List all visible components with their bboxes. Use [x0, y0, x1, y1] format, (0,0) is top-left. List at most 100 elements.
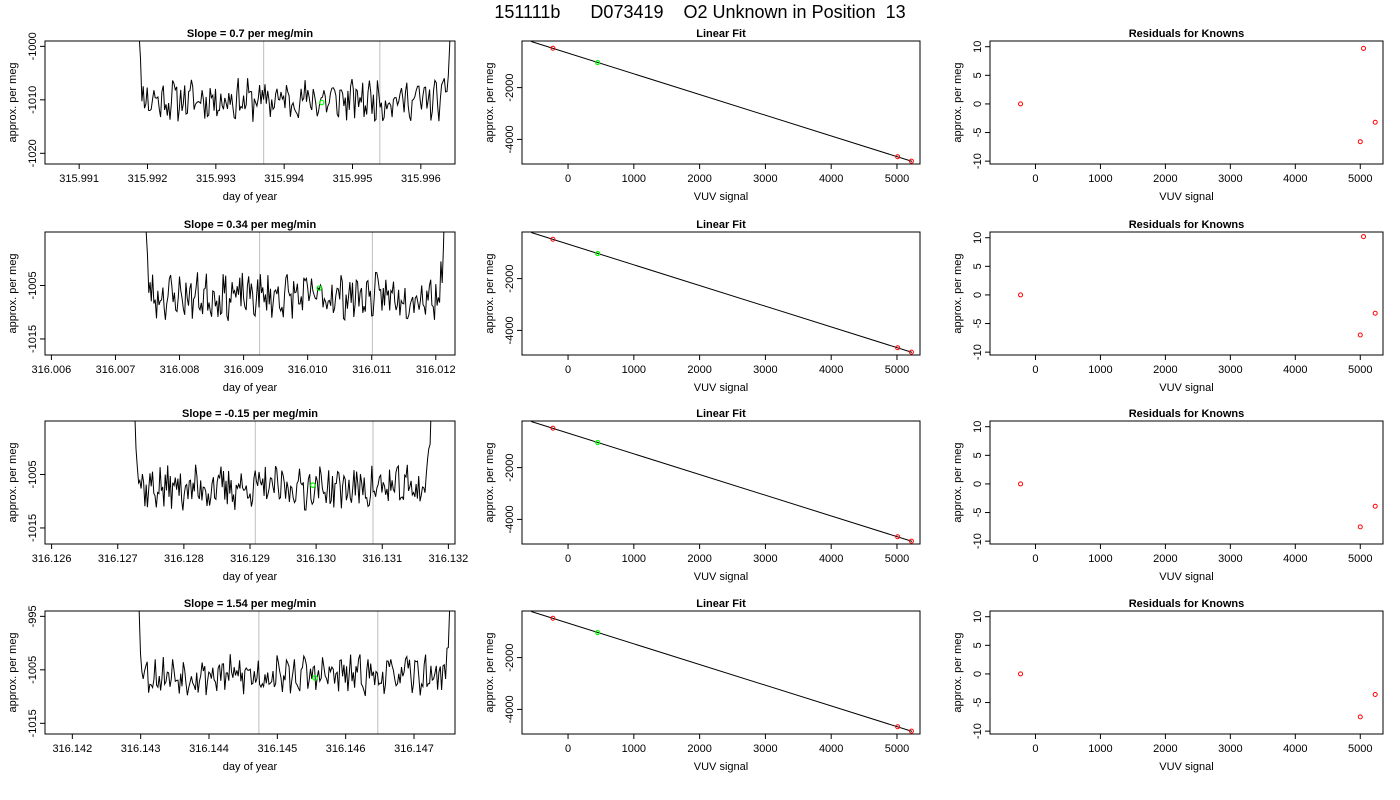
y-tick-label: 0 — [972, 101, 984, 107]
x-tick-label: 1000 — [622, 364, 646, 376]
x-tick-label: 4000 — [1283, 553, 1307, 565]
unknown-point — [595, 250, 601, 257]
y-tick-label: -1015 — [27, 709, 39, 737]
x-tick-label: 316.142 — [52, 743, 92, 755]
x-tick-label: 316.011 — [352, 364, 391, 376]
residual-point — [1361, 45, 1367, 51]
fit-line — [531, 41, 913, 162]
panel-title: Residuals for Knowns — [1129, 219, 1245, 231]
panel-title: Linear Fit — [696, 219, 746, 231]
residual-point — [1372, 119, 1378, 125]
y-tick-label: -1000 — [27, 32, 39, 60]
x-tick-label: 1000 — [622, 173, 646, 185]
y-tick-label: -1020 — [27, 139, 39, 167]
x-tick-label: 0 — [1032, 743, 1038, 755]
y-tick-label: 0 — [972, 292, 984, 298]
known-point — [550, 45, 556, 51]
panel-title: Linear Fit — [696, 28, 746, 40]
known-point — [908, 158, 914, 164]
x-tick-label: 316.010 — [288, 364, 328, 376]
plot-area — [1018, 671, 1378, 720]
y-tick-label: -995 — [27, 605, 39, 627]
y-tick-label: 5 — [972, 642, 984, 648]
x-tick-label: 316.009 — [224, 364, 264, 376]
x-tick-label: 315.994 — [264, 173, 304, 185]
x-axis-label: day of year — [223, 571, 278, 583]
x-tick-label: 0 — [565, 173, 571, 185]
x-tick-label: 316.147 — [394, 743, 434, 755]
x-tick-label: 316.007 — [96, 364, 136, 376]
residual-point — [1357, 524, 1363, 530]
y-tick-label: -4000 — [504, 125, 516, 153]
residual-point — [1361, 234, 1367, 240]
plot-area — [531, 421, 914, 544]
x-tick-label: 316.144 — [189, 743, 229, 755]
x-tick-label: 5000 — [1348, 743, 1372, 755]
known-point — [550, 425, 556, 431]
residual-point — [1357, 714, 1363, 720]
x-tick-label: 3000 — [1218, 364, 1242, 376]
y-tick-label: -10 — [972, 533, 984, 549]
y-axis-label: approx. per meg — [7, 62, 19, 142]
x-tick-label: 3000 — [1218, 173, 1242, 185]
x-tick-label: 0 — [565, 743, 571, 755]
plot-frame — [989, 610, 1384, 735]
panel-11: Linear Fit 0 1000 2000 3000 4000 5000 -4000 -200… — [484, 598, 921, 773]
x-tick-label: 2000 — [687, 553, 711, 565]
residual-point — [1018, 292, 1024, 298]
data-trace — [138, 41, 451, 123]
x-tick-label: 4000 — [819, 553, 843, 565]
y-axis-label: approx. per meg — [952, 632, 964, 712]
plot-area — [134, 421, 432, 544]
panel-title: Residuals for Knowns — [1129, 408, 1245, 420]
plot-frame — [989, 40, 1384, 165]
y-tick-label: 10 — [972, 232, 984, 244]
y-tick-label: 0 — [972, 671, 984, 677]
panel-title: Residuals for Knowns — [1129, 598, 1245, 610]
y-tick-label: 5 — [972, 263, 984, 269]
panel-2: Linear Fit 0 1000 2000 3000 4000 5000 -4000 -200… — [484, 28, 921, 203]
x-tick-label: 316.146 — [326, 743, 366, 755]
panel-7: Slope = -0.15 per meg/min 316.126 316.127 3… — [7, 408, 469, 583]
x-tick-label: 5000 — [1348, 364, 1372, 376]
unknown-point — [312, 675, 318, 681]
x-axis-label: VUV signal — [1159, 191, 1213, 203]
residual-point — [1018, 481, 1024, 487]
known-point — [908, 349, 914, 355]
data-trace — [134, 421, 432, 511]
x-axis-label: day of year — [223, 191, 278, 203]
residual-point — [1372, 310, 1378, 316]
known-point — [895, 534, 901, 540]
y-tick-label: -1010 — [27, 86, 39, 114]
y-tick-label: -2000 — [504, 74, 516, 102]
plot-area — [531, 232, 914, 355]
x-tick-label: 4000 — [819, 364, 843, 376]
x-tick-label: 1000 — [1088, 364, 1112, 376]
x-axis-label: VUV signal — [694, 761, 748, 773]
x-tick-label: 315.996 — [401, 173, 441, 185]
x-tick-label: 316.132 — [429, 553, 469, 565]
y-tick-label: -1015 — [27, 325, 39, 353]
unknown-point — [310, 482, 316, 488]
x-tick-label: 1000 — [622, 743, 646, 755]
fit-line — [531, 611, 913, 732]
y-axis-label: approx. per meg — [7, 253, 19, 333]
panel-title: Linear Fit — [696, 598, 746, 610]
y-tick-label: -10 — [972, 723, 984, 739]
x-tick-label: 5000 — [885, 553, 909, 565]
fit-line — [531, 232, 913, 353]
x-tick-label: 0 — [1032, 173, 1038, 185]
x-tick-label: 316.143 — [121, 743, 161, 755]
panel-5: Linear Fit 0 1000 2000 3000 4000 5000 -4000 -200… — [484, 219, 921, 394]
plot-frame — [989, 420, 1384, 545]
x-tick-label: 3000 — [753, 173, 777, 185]
x-tick-label: 5000 — [1348, 553, 1372, 565]
x-tick-label: 5000 — [1348, 173, 1372, 185]
y-tick-label: 10 — [972, 41, 984, 53]
y-tick-label: -2000 — [504, 644, 516, 672]
x-tick-label: 2000 — [1153, 364, 1177, 376]
x-tick-label: 2000 — [1153, 173, 1177, 185]
y-tick-label: -1005 — [27, 460, 39, 488]
y-tick-label: -5 — [972, 698, 984, 708]
